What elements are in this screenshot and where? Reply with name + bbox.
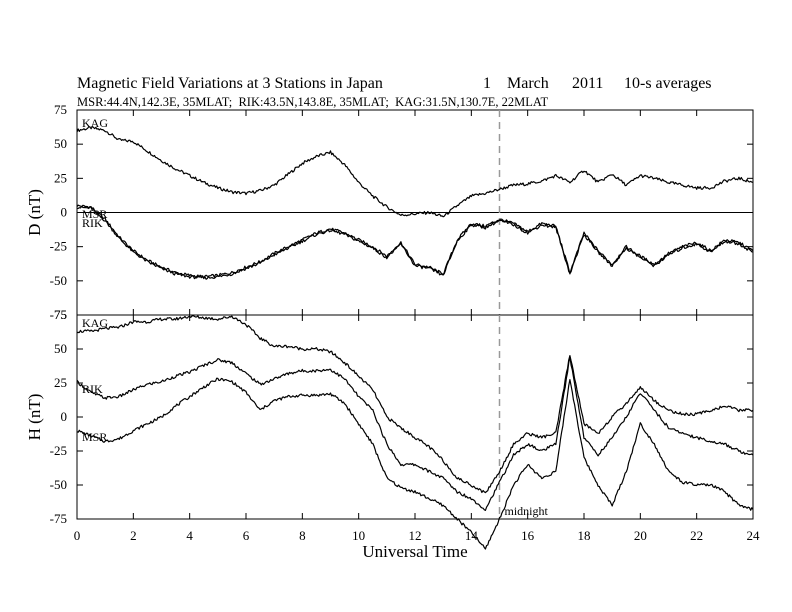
- d-series-rik-line: [76, 205, 754, 280]
- x-tick-label: 18: [578, 528, 591, 543]
- h-series-label-rik: RIK: [82, 382, 103, 396]
- d-y-tick-label: -50: [50, 273, 67, 288]
- x-tick-label: 0: [74, 528, 81, 543]
- h-panel: 75 50 25 0 -25 -50 -75 H (nT) KAG RIK MSR: [25, 307, 754, 550]
- h-y-tick-label: 25: [54, 375, 67, 390]
- x-tick-label: 12: [409, 528, 422, 543]
- h-y-axis-label: H (nT): [25, 394, 44, 441]
- d-series-label-rik: RIK: [82, 216, 103, 230]
- h-y-tick-label: -25: [50, 443, 67, 458]
- date-month: March: [507, 75, 549, 92]
- d-y-tick-label: 25: [54, 170, 67, 185]
- h-y-tick-label: -50: [50, 477, 67, 492]
- x-tick-label: 22: [690, 528, 703, 543]
- h-y-tick-label: 50: [54, 341, 67, 356]
- d-y-axis-label: D (nT): [25, 189, 44, 236]
- h-series-rik-line: [76, 355, 754, 511]
- d-y-tick-label: 75: [54, 102, 67, 117]
- d-y-tick-label: -25: [50, 239, 67, 254]
- h-series-kag-line: [76, 315, 754, 494]
- d-series-msr-line: [76, 204, 754, 279]
- midnight-label: midnight: [505, 504, 549, 518]
- x-tick-label: 24: [747, 528, 761, 543]
- x-tick-label: 4: [186, 528, 193, 543]
- figure-title: Magnetic Field Variations at 3 Stations …: [77, 75, 383, 92]
- x-tick-label: 8: [299, 528, 306, 543]
- x-tick-label: 14: [465, 528, 479, 543]
- station-subtitle: MSR:44.4N,142.3E, 35MLAT; RIK:43.5N,143.…: [77, 95, 549, 109]
- d-y-tick-label: 0: [61, 205, 68, 220]
- h-series-msr-line: [76, 377, 754, 550]
- x-tick-label: 20: [634, 528, 647, 543]
- x-tick-label: 2: [130, 528, 137, 543]
- h-series-label-msr: MSR: [82, 430, 107, 444]
- x-axis-label: Universal Time: [362, 542, 467, 561]
- h-panel-frame: [76, 314, 754, 520]
- h-y-tick-label: 0: [61, 409, 68, 424]
- x-tick-label: 16: [521, 528, 535, 543]
- date-year: 2011: [572, 75, 603, 92]
- h-y-tick-label: -75: [50, 511, 67, 526]
- h-y-tick-label: 75: [54, 307, 67, 322]
- date-day: 1: [483, 75, 491, 92]
- d-series-kag-line: [76, 125, 754, 218]
- x-tick-label: 6: [243, 528, 250, 543]
- d-series-label-kag: KAG: [82, 116, 108, 130]
- x-tick-label: 10: [352, 528, 365, 543]
- averaging-note: 10-s averages: [624, 75, 712, 92]
- d-y-tick-label: 50: [54, 136, 67, 151]
- d-y-tick-label: -75: [50, 307, 67, 322]
- h-series-label-kag: KAG: [82, 316, 108, 330]
